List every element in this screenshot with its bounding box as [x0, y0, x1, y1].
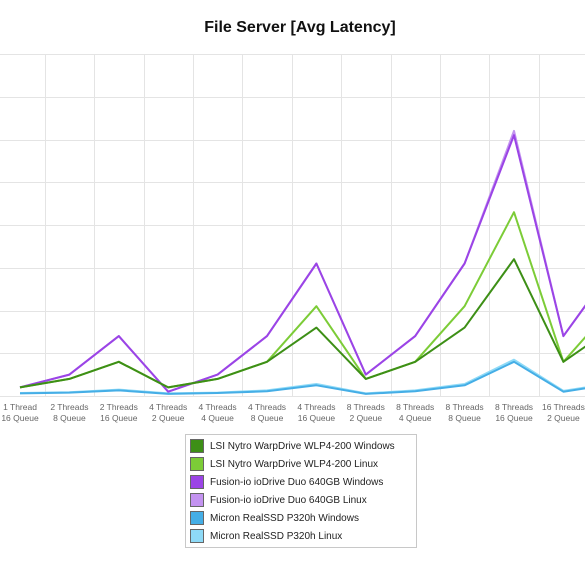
x-tick-label: 2 Queue — [152, 413, 185, 423]
chart-title: File Server [Avg Latency] — [204, 19, 396, 36]
x-tick-label: 8 Threads — [396, 402, 434, 412]
x-tick-label: 4 Threads — [248, 402, 286, 412]
legend-label: Fusion-io ioDrive Duo 640GB Linux — [210, 494, 367, 506]
legend-label: Micron RealSSD P320h Windows — [210, 512, 359, 524]
legend-label: Fusion-io ioDrive Duo 640GB Windows — [210, 476, 384, 488]
x-tick-label: 8 Queue — [53, 413, 86, 423]
x-tick-label: 8 Queue — [448, 413, 481, 423]
grid-layer — [0, 54, 585, 397]
legend-item: Micron RealSSD P320h Linux — [186, 527, 416, 545]
x-tick-label: 4 Queue — [399, 413, 432, 423]
legend-item: Fusion-io ioDrive Duo 640GB Windows — [186, 473, 416, 491]
x-tick-label: 16 Queue — [100, 413, 138, 423]
x-tick-label: 8 Threads — [347, 402, 385, 412]
legend-label: LSI Nytro WarpDrive WLP4-200 Linux — [210, 458, 379, 470]
x-tick-label: 16 Queue — [1, 413, 39, 423]
legend-swatch — [190, 493, 204, 507]
x-tick-label: 4 Threads — [149, 402, 187, 412]
x-tick-label: 4 Threads — [199, 402, 237, 412]
series-line — [19, 258, 585, 389]
legend-item: LSI Nytro WarpDrive WLP4-200 Windows — [186, 437, 416, 455]
legend-swatch — [190, 475, 204, 489]
series-line — [19, 211, 585, 389]
series-line — [19, 358, 585, 395]
x-tick-label: 16 Queue — [495, 413, 533, 423]
x-tick-label: 2 Threads — [50, 402, 88, 412]
legend-item: Fusion-io ioDrive Duo 640GB Linux — [186, 491, 416, 509]
x-tick-label: 16 Queue — [298, 413, 336, 423]
series-line — [19, 360, 585, 395]
x-tick-label: 2 Queue — [349, 413, 382, 423]
x-tick-label: 8 Queue — [251, 413, 284, 423]
x-tick-label: 4 Queue — [201, 413, 234, 423]
x-tick-label: 2 Queue — [547, 413, 580, 423]
legend-item: Micron RealSSD P320h Windows — [186, 509, 416, 527]
x-tick-label: 8 Threads — [495, 402, 533, 412]
legend-item: LSI Nytro WarpDrive WLP4-200 Linux — [186, 455, 416, 473]
x-tick-label: 16 Threads — [542, 402, 585, 412]
legend-swatch — [190, 439, 204, 453]
legend-label: LSI Nytro WarpDrive WLP4-200 Windows — [210, 440, 395, 452]
legend-swatch — [190, 457, 204, 471]
legend-label: Micron RealSSD P320h Linux — [210, 530, 343, 542]
x-tick-label: 2 Threads — [100, 402, 138, 412]
legend: LSI Nytro WarpDrive WLP4-200 Windows LSI … — [185, 434, 417, 548]
series-layer — [19, 129, 585, 395]
x-tick-label: 4 Threads — [297, 402, 335, 412]
x-tick-label: 8 Threads — [446, 402, 484, 412]
legend-swatch — [190, 511, 204, 525]
x-tick-label: 1 Thread — [3, 402, 37, 412]
series-line — [19, 134, 585, 393]
legend-swatch — [190, 529, 204, 543]
